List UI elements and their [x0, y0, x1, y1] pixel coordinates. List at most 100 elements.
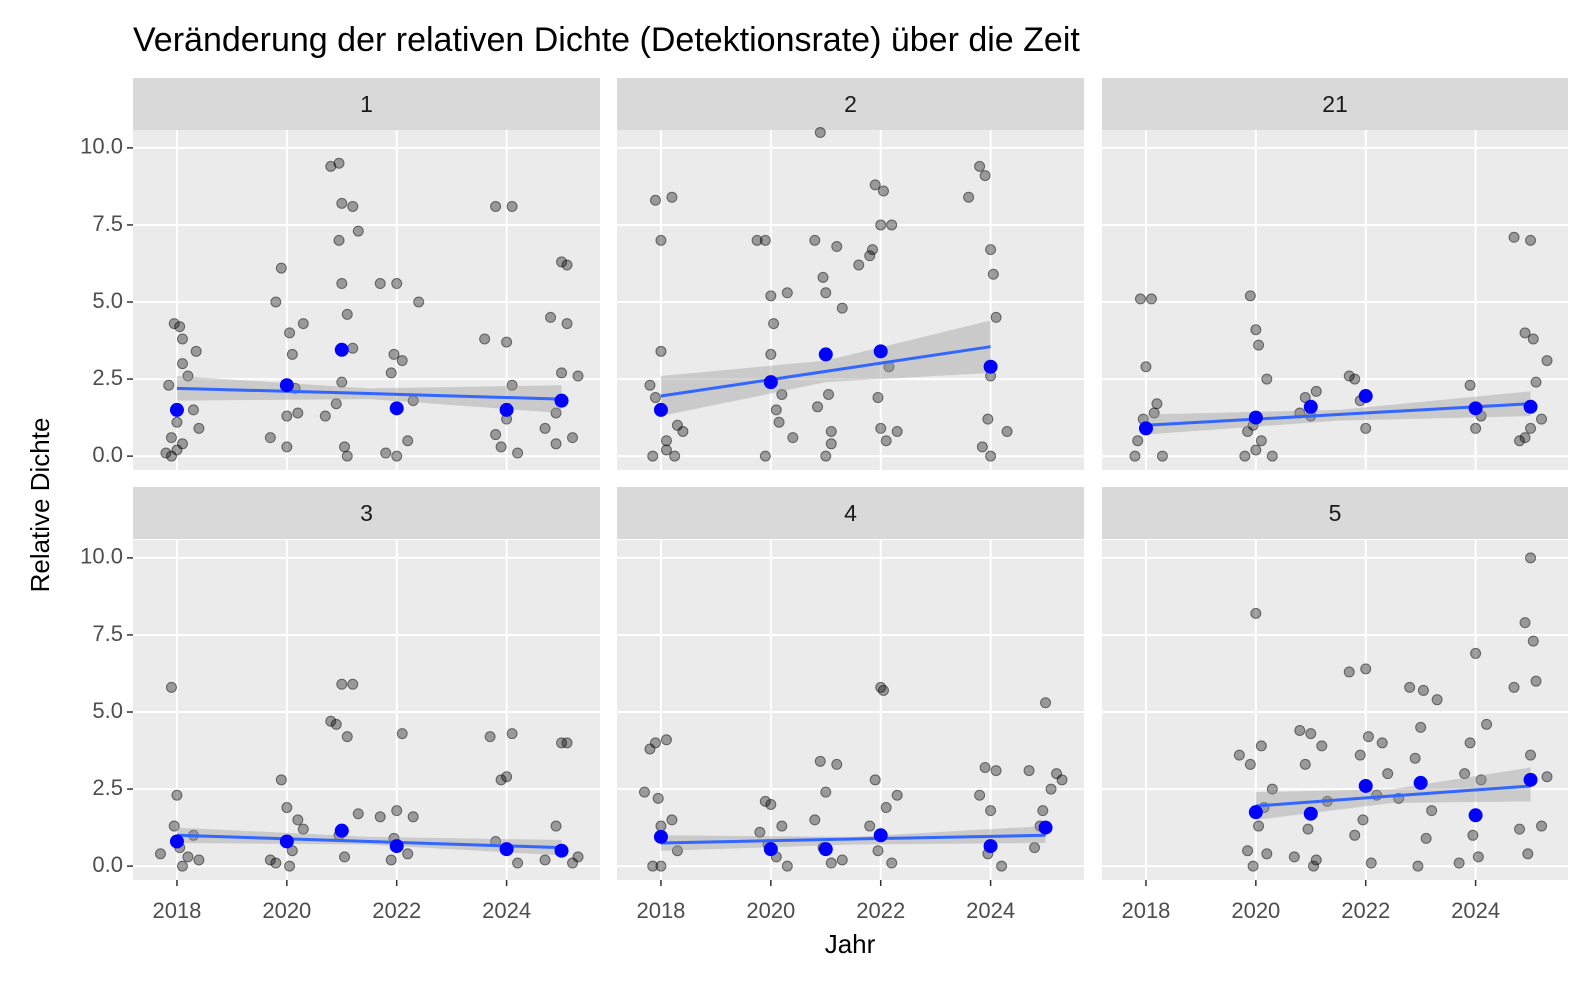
data-point [501, 771, 513, 783]
mean-point [499, 842, 514, 857]
data-point [836, 302, 848, 314]
mean-point [818, 347, 833, 362]
x-axis-title: Jahr [825, 929, 876, 959]
data-point [550, 407, 562, 419]
data-point [1415, 721, 1427, 733]
data-point [506, 379, 518, 391]
data-point [985, 450, 997, 462]
panel [133, 540, 600, 880]
data-point [1481, 718, 1493, 730]
data-point [1294, 724, 1306, 736]
x-tick-label: 2024 [482, 898, 531, 923]
x-tick-label: 2022 [372, 898, 421, 923]
mean-point [1523, 399, 1538, 414]
data-point [1459, 768, 1471, 780]
y-tick-label: 7.5 [92, 621, 123, 646]
data-point [655, 860, 667, 872]
data-point [660, 435, 672, 447]
data-point [1308, 860, 1320, 872]
data-point [325, 160, 337, 172]
mean-point [1468, 401, 1483, 416]
data-point [506, 728, 518, 740]
mean-point [1303, 806, 1318, 821]
data-point [572, 370, 584, 382]
x-tick-label: 2020 [1231, 898, 1280, 923]
data-point [963, 191, 975, 203]
data-point [1417, 684, 1429, 696]
data-point [388, 348, 400, 360]
data-point [1129, 450, 1141, 462]
data-point [1145, 293, 1157, 305]
data-point [891, 789, 903, 801]
data-point [292, 407, 304, 419]
data-point [1376, 737, 1388, 749]
panel-background [617, 130, 1084, 470]
data-point [1261, 373, 1273, 385]
data-point [877, 185, 889, 197]
x-tick-label: 2022 [856, 898, 905, 923]
data-point [336, 678, 348, 690]
data-point [1299, 758, 1311, 770]
data-point [776, 820, 788, 832]
data-point [1514, 435, 1526, 447]
strip [133, 78, 600, 130]
data-point [1409, 752, 1421, 764]
data-point [820, 287, 832, 299]
data-point [1464, 379, 1476, 391]
y-axis-title: Relative Dichte [25, 418, 55, 593]
data-point [1522, 848, 1534, 860]
data-point [768, 318, 780, 330]
data-point [396, 728, 408, 740]
y-tick-label: 10.0 [80, 134, 123, 159]
data-point [1310, 385, 1322, 397]
data-point [979, 170, 991, 182]
data-point [987, 268, 999, 280]
data-point [341, 450, 353, 462]
data-point [490, 429, 502, 441]
data-point [297, 823, 309, 835]
mean-point [1358, 389, 1373, 404]
data-point [1426, 805, 1438, 817]
data-point [1362, 731, 1374, 743]
data-point [479, 333, 491, 345]
data-point [396, 355, 408, 367]
x-tick-label: 2024 [1451, 898, 1500, 923]
data-point [886, 857, 898, 869]
data-point [974, 160, 986, 172]
data-point [270, 296, 282, 308]
mean-point [1303, 399, 1318, 414]
data-point [1302, 823, 1314, 835]
data-point [1519, 617, 1531, 629]
data-point [561, 737, 573, 749]
data-point [812, 401, 824, 413]
data-point [391, 278, 403, 290]
data-point [550, 438, 562, 450]
strip [617, 487, 1084, 539]
data-point [1233, 749, 1245, 761]
data-point [652, 792, 664, 804]
data-point [385, 367, 397, 379]
data-point [176, 438, 188, 450]
data-point [286, 348, 298, 360]
data-point [1420, 832, 1432, 844]
data-point [1029, 842, 1041, 854]
strip-label: 2 [844, 91, 857, 117]
data-point [869, 179, 881, 191]
data-point [982, 413, 994, 425]
data-point [187, 404, 199, 416]
data-point [281, 802, 293, 814]
data-point [666, 191, 678, 203]
data-point [512, 857, 524, 869]
x-tick-label: 2018 [636, 898, 685, 923]
mean-point [983, 359, 998, 374]
data-point [990, 765, 1002, 777]
data-point [1349, 829, 1361, 841]
data-point [814, 126, 826, 138]
data-point [1525, 234, 1537, 246]
data-point [1357, 814, 1369, 826]
data-point [347, 342, 359, 354]
data-point [985, 244, 997, 256]
data-point [875, 422, 887, 434]
data-point [1040, 697, 1052, 709]
